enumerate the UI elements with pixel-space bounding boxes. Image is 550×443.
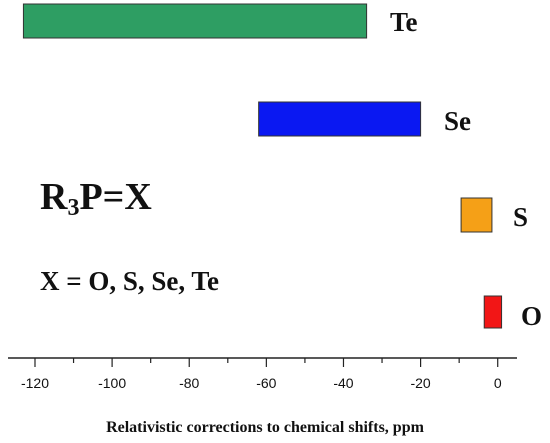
x-definition-annotation: X = O, S, Se, Te <box>40 266 219 296</box>
x-axis-ticks <box>34 358 499 367</box>
bar-se <box>258 101 422 137</box>
formula-annotation: R3P=X <box>40 176 152 220</box>
x-axis-label: Relativistic corrections to chemical shi… <box>106 419 425 436</box>
bar-labels-group: Te Se S O <box>390 7 542 331</box>
tick-label: -60 <box>256 375 276 391</box>
tick-label: -80 <box>179 375 199 391</box>
bar-label-se: Se <box>444 106 471 136</box>
tick-label: -40 <box>333 375 353 391</box>
tick-label: -20 <box>410 375 430 391</box>
formula-rest: P=X <box>79 176 152 218</box>
tick-label: 0 <box>494 375 502 391</box>
bar-te <box>22 3 368 39</box>
x-axis: -120 -100 -80 -60 -40 -20 0 <box>8 357 517 391</box>
bar-s <box>460 197 493 233</box>
x-axis-tick-labels: -120 -100 -80 -60 -40 -20 0 <box>21 375 502 391</box>
tick-label: -100 <box>98 375 126 391</box>
bar-o <box>483 295 503 329</box>
formula-subscript: 3 <box>67 195 80 221</box>
formula-main: R <box>40 176 68 218</box>
bar-label-te: Te <box>390 7 418 37</box>
bars-group <box>22 3 503 329</box>
tick-label: -120 <box>21 375 49 391</box>
bar-label-o: O <box>521 301 542 331</box>
bar-label-s: S <box>513 202 528 232</box>
